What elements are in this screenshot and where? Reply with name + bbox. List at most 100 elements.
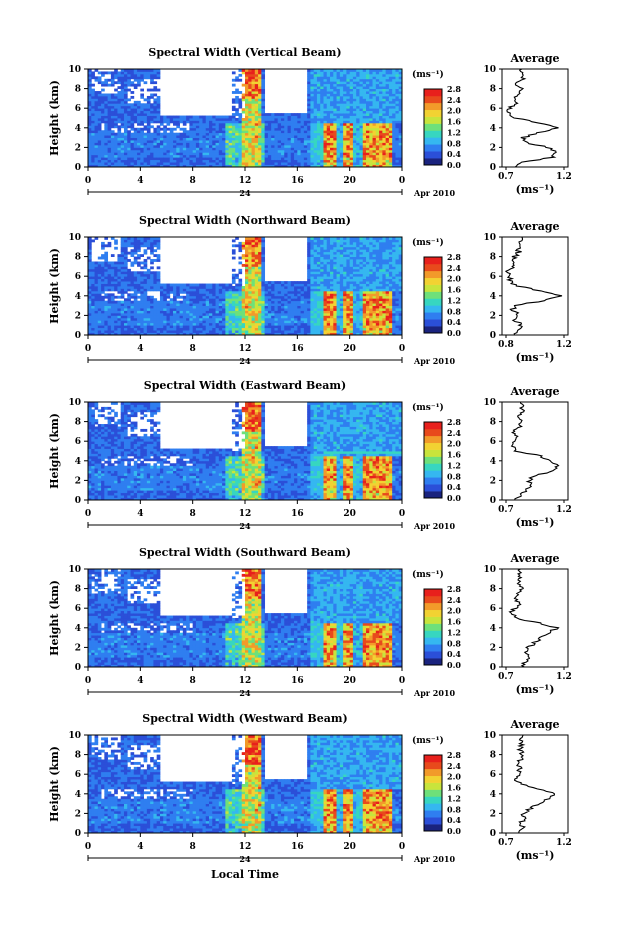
heatmap-cell [303,303,308,306]
heatmap-cell [238,281,243,284]
heatmap-cell [101,83,105,87]
heatmap-cell [287,157,292,161]
heatmap-cell [166,322,171,326]
heatmap-cell [248,140,252,143]
heatmap-cell [352,98,357,102]
panel-title: Spectral Width (Northward Beam) [139,214,351,227]
heatmap-cell [91,164,95,168]
heatmap-cell [212,149,216,153]
heatmap-cell [375,149,380,153]
heatmap-cell [156,164,161,168]
heatmap-cell [163,320,167,324]
heatmap-cell [280,295,285,299]
heatmap-cell [238,118,243,121]
heatmap-cell [195,295,200,299]
heatmap-cell [225,122,230,126]
heatmap-cell [395,88,400,92]
heatmap-cell [123,132,128,136]
heatmap-cell [192,152,197,156]
heatmap-cell [235,317,239,321]
heatmap-cell [277,330,282,333]
heatmap-cell [238,288,243,292]
heatmap-cell [117,152,122,156]
heatmap-cell [359,113,364,116]
heatmap-cell [117,308,122,311]
heatmap-cell [326,71,331,75]
heatmap-cell [104,118,109,121]
heatmap-cell [153,140,158,143]
heatmap-cell [379,113,383,116]
heatmap-cell [300,130,305,134]
heatmap-cell [205,142,210,146]
heatmap-cell [349,81,354,85]
heatmap-cell [235,164,239,168]
heatmap-cell [195,330,200,333]
heatmap-cell [94,286,99,289]
heatmap-cell [280,281,285,284]
heatmap-cell [379,71,383,75]
heatmap-cell [320,149,324,153]
heatmap-cell [97,298,102,302]
heatmap-cell [320,154,324,158]
heatmap-cell [254,244,259,248]
heatmap-cell [117,147,122,151]
heatmap-cell [392,127,396,131]
heatmap-cell [133,283,138,287]
heatmap-cell [245,322,249,326]
heatmap-cell [369,73,373,77]
heatmap-cell [280,322,285,326]
heatmap-cell [91,144,95,148]
heatmap-cell [336,69,341,72]
heatmap-cell [248,132,252,136]
heatmap-cell [362,144,367,148]
heatmap-cell [231,281,236,284]
heatmap-cell [205,305,210,309]
heatmap-cell [114,266,118,270]
heatmap-cell [130,300,135,304]
heatmap-cell [222,327,226,331]
heatmap-cell [225,290,230,294]
heatmap-cell [372,144,377,148]
heatmap-cell [107,305,112,309]
heatmap-cell [392,73,396,77]
heatmap-cell [127,76,131,80]
heatmap-cell [235,327,239,331]
heatmap-cell [107,100,112,104]
heatmap-cell [163,300,167,304]
heatmap-cell [127,310,131,314]
heatmap-cell [173,152,177,156]
heatmap-cell [133,261,138,265]
heatmap-cell [238,152,243,156]
heatmap-cell [316,122,321,126]
heatmap-cell [192,325,197,329]
heatmap-cell [215,288,220,292]
heatmap-cell [182,303,187,306]
heatmap-cell [333,127,337,131]
heatmap-cell [189,325,194,329]
heatmap-cell [316,71,321,75]
heatmap-cell [173,330,177,333]
heatmap-cell [117,288,122,292]
heatmap-cell [120,108,125,112]
heatmap-cell [117,71,122,75]
heatmap-cell [143,251,148,255]
heatmap-cell [88,286,92,289]
heatmap-cell [238,244,243,248]
heatmap-cell [186,286,190,289]
heatmap-cell [140,312,144,316]
heatmap-cell [313,71,318,75]
heatmap-cell [339,142,344,146]
heatmap-cell [248,130,252,134]
heatmap-cell [156,320,161,324]
heatmap-cell [362,69,367,72]
heatmap-cell [104,273,109,277]
heatmap-cell [173,310,177,314]
heatmap-cell [241,310,246,314]
heatmap-cell [91,103,95,107]
heatmap-cell [189,162,194,165]
heatmap-cell [395,152,400,156]
heatmap-cell [228,157,233,161]
heatmap-cell [228,127,233,131]
heatmap-cell [107,83,112,87]
heatmap-cell [245,288,249,292]
